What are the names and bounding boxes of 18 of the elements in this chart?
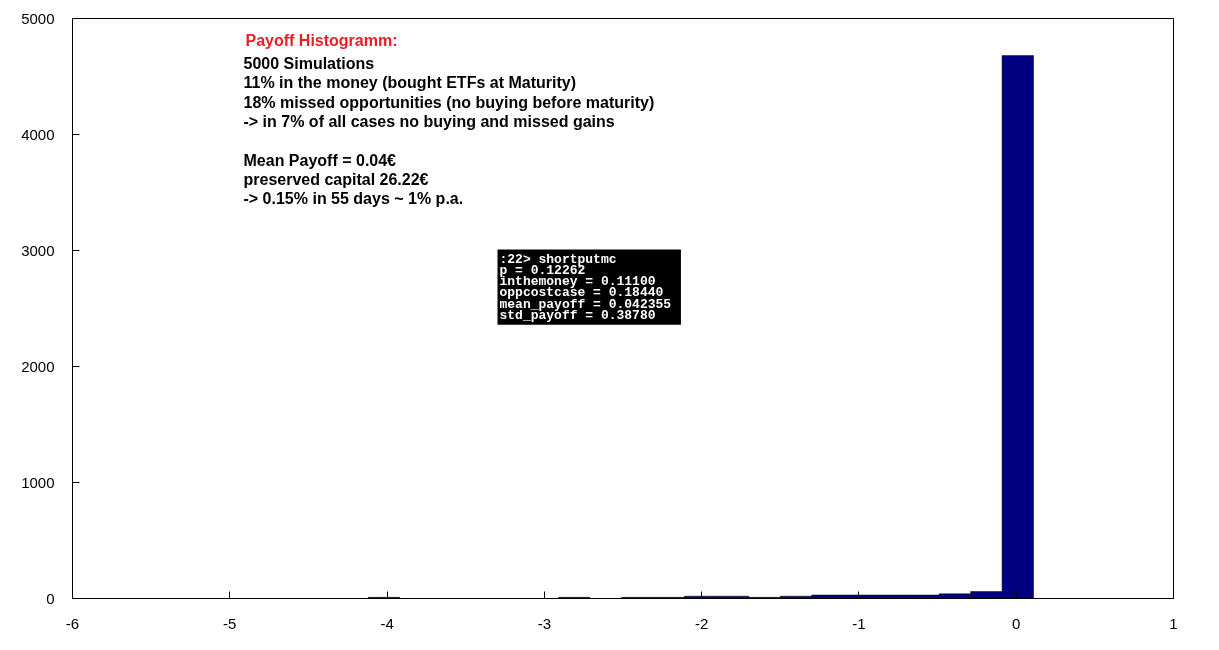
y-tick-label: 2000 (21, 357, 55, 375)
x-tick-label: -5 (223, 614, 237, 632)
x-tick-label: -2 (694, 614, 709, 632)
annotation: :22> shortputmc p = 0.12262 inthemoney = 0.11100 oppcostcase = 0.18440 mean_payoff = 0.042355 std_payoff = 0.38780 (499, 251, 672, 323)
x-tick-label: -3 (537, 614, 552, 632)
text: Payoff Histogramm: (245, 32, 398, 49)
x-tick-label: 1 (1169, 614, 1178, 632)
x-tick-label: -6 (65, 614, 80, 632)
x-tick-label: 0 (1012, 614, 1021, 632)
x-tick-label: -1 (852, 614, 866, 632)
y-tick-label: 4000 (21, 125, 55, 143)
annotation: 5000 Simulations 11% in the money (bought ETFs at Maturity) 18% missed opportunities (no buying before maturity) -> in 7% of all cases no buying and missed gains (243, 55, 655, 130)
x-tick-label: -4 (380, 614, 394, 632)
y-tick-label: 3000 (21, 241, 55, 259)
annotation: Mean Payoff = 0.04€ preserved capital 26.22€ -> 0.15% in 55 days ~ 1% p.a. (243, 151, 464, 208)
y-tick-label: 1000 (21, 473, 55, 491)
y-tick-label: 5000 (21, 9, 55, 27)
y-tick-label: 0 (46, 589, 55, 607)
